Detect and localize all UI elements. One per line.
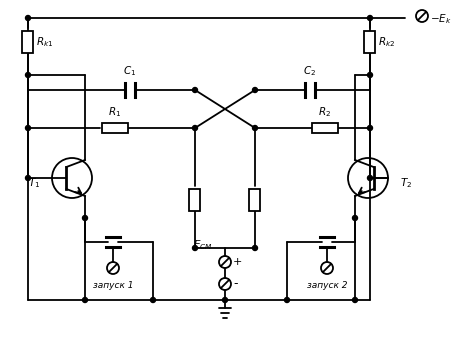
Circle shape [253, 87, 257, 92]
Circle shape [284, 298, 290, 303]
Circle shape [192, 125, 198, 131]
Circle shape [151, 298, 155, 303]
Text: $-E_k$: $-E_k$ [430, 12, 452, 26]
Circle shape [367, 72, 373, 78]
Text: $T_2$: $T_2$ [400, 176, 412, 190]
Circle shape [26, 16, 30, 20]
Circle shape [26, 72, 30, 78]
Circle shape [353, 298, 357, 303]
Text: $R_2$: $R_2$ [319, 105, 331, 119]
Circle shape [82, 216, 88, 221]
Text: $R_{k1}$: $R_{k1}$ [36, 35, 54, 49]
Circle shape [26, 125, 30, 131]
Bar [312, 123, 338, 133]
Bar [365, 31, 375, 53]
Bar [22, 31, 34, 53]
Text: $C_1$: $C_1$ [123, 64, 137, 78]
Circle shape [26, 175, 30, 181]
Text: запуск 2: запуск 2 [307, 281, 347, 290]
Circle shape [367, 16, 373, 20]
Text: $E_{СМ}$: $E_{СМ}$ [193, 238, 213, 252]
Text: -: - [233, 277, 237, 290]
Circle shape [253, 245, 257, 251]
Bar [102, 123, 128, 133]
Circle shape [192, 245, 198, 251]
Circle shape [253, 125, 257, 131]
Text: $T_1$: $T_1$ [28, 176, 40, 190]
Circle shape [367, 175, 373, 181]
Text: $R_{k2}$: $R_{k2}$ [378, 35, 395, 49]
Circle shape [192, 87, 198, 92]
Bar [190, 189, 201, 211]
Text: $R_1$: $R_1$ [109, 105, 122, 119]
Circle shape [222, 298, 228, 303]
Text: +: + [233, 257, 242, 267]
Bar [249, 189, 261, 211]
Circle shape [82, 298, 88, 303]
Circle shape [353, 216, 357, 221]
Text: $C_2$: $C_2$ [303, 64, 317, 78]
Circle shape [367, 125, 373, 131]
Text: запуск 1: запуск 1 [93, 281, 133, 290]
